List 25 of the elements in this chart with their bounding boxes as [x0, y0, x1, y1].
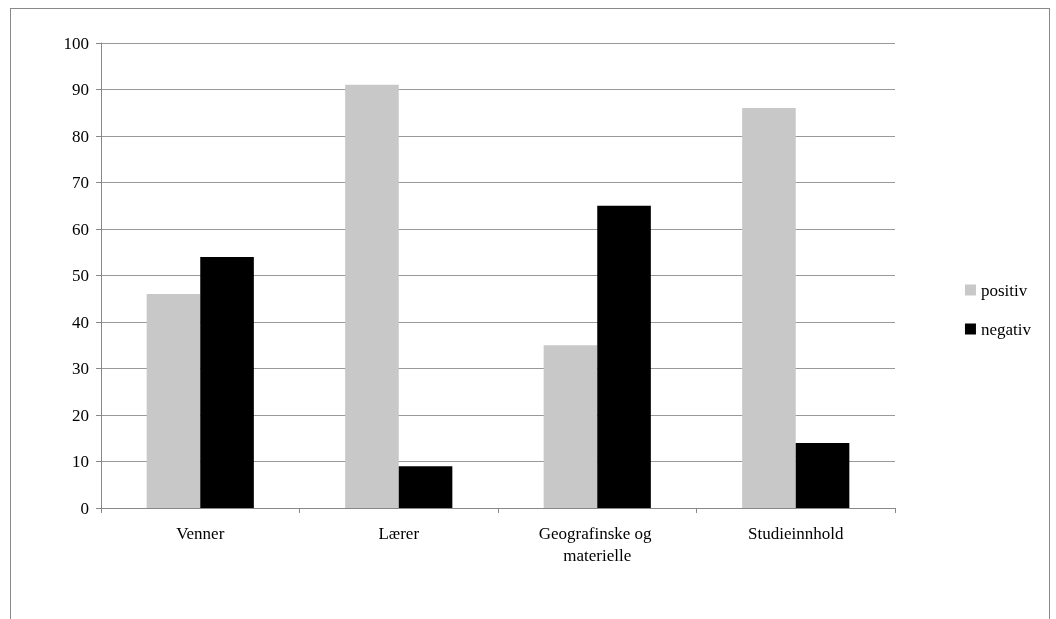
bar	[200, 256, 254, 508]
legend-label: negativ	[980, 319, 1032, 339]
y-tick-label: 80	[72, 126, 89, 146]
x-tick-label: Studieinnhold	[748, 523, 844, 543]
y-tick-label: 70	[72, 173, 89, 192]
bar	[597, 205, 651, 508]
y-tick-label: 0	[80, 498, 89, 518]
y-tick-label: 40	[72, 312, 89, 332]
y-tick-label: 50	[72, 266, 89, 285]
y-tick-label: 10	[72, 452, 89, 471]
bar	[742, 108, 796, 508]
y-tick-label: 60	[72, 219, 89, 239]
x-tick-label: Lærer	[378, 523, 420, 543]
bar	[345, 84, 399, 508]
bar	[543, 345, 598, 508]
y-tick-label: 100	[63, 33, 89, 53]
legend-label: positiv	[980, 280, 1028, 300]
bar	[146, 294, 201, 508]
bar	[398, 466, 453, 508]
y-tick-label: 20	[72, 405, 89, 425]
x-tick-label: Venner	[176, 523, 225, 543]
y-tick-label: 30	[72, 359, 89, 378]
x-tick-label: Geografinske og materielle	[538, 523, 656, 565]
y-tick-label: 90	[72, 80, 89, 99]
bar	[795, 442, 850, 508]
